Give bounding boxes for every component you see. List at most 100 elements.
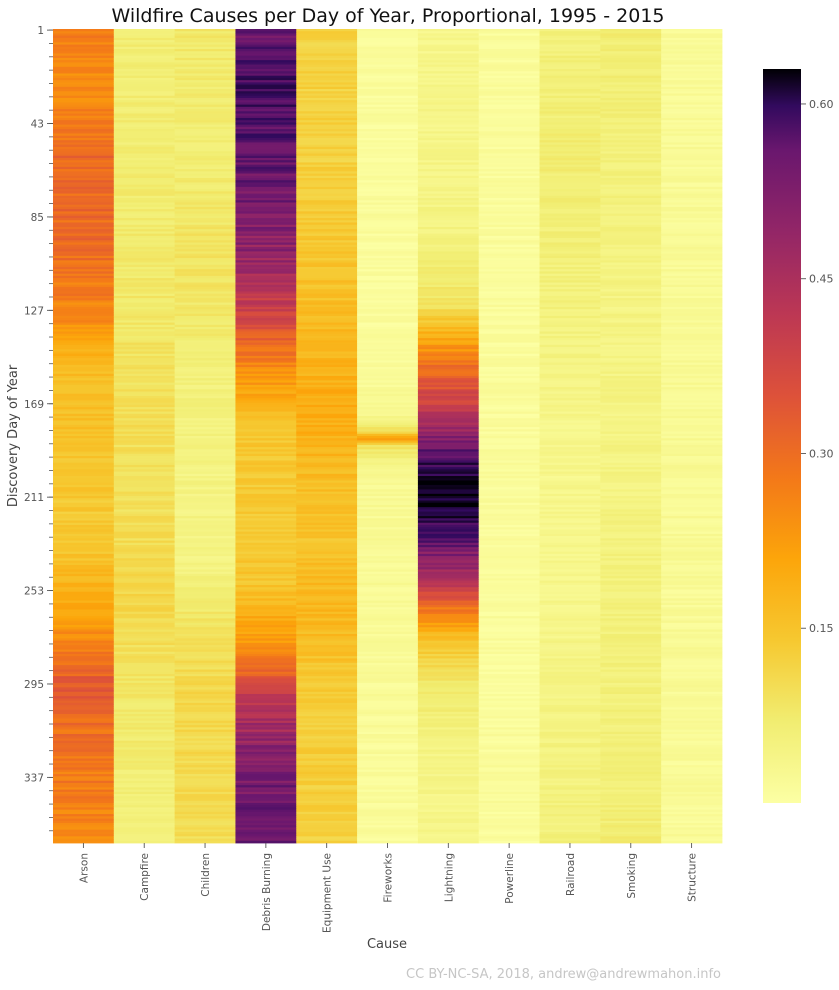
heatmap-cell bbox=[53, 380, 115, 384]
heatmap-cell bbox=[53, 71, 115, 74]
heatmap-cell bbox=[600, 696, 662, 699]
heatmap-cell bbox=[600, 754, 662, 757]
heatmap-cell bbox=[53, 157, 115, 161]
heatmap-cell bbox=[478, 82, 540, 85]
heatmap-cell bbox=[113, 680, 176, 684]
heatmap-cell bbox=[53, 625, 115, 628]
heatmap-cell bbox=[661, 266, 723, 270]
heatmap-cell bbox=[417, 791, 480, 795]
heatmap-cell bbox=[417, 829, 480, 833]
heatmap-cell bbox=[600, 57, 662, 61]
heatmap-cell bbox=[661, 355, 723, 359]
heatmap-cell bbox=[174, 671, 236, 675]
heatmap-cell bbox=[417, 729, 480, 733]
heatmap-cell bbox=[235, 471, 297, 475]
heatmap-cell bbox=[235, 693, 297, 697]
heatmap-cell bbox=[235, 44, 297, 48]
heatmap-cell bbox=[296, 89, 358, 92]
heatmap-cell bbox=[296, 747, 358, 750]
heatmap-cell bbox=[235, 282, 297, 286]
heatmap-cell bbox=[53, 702, 115, 706]
heatmap-cell bbox=[113, 253, 176, 257]
heatmap-cell bbox=[478, 211, 540, 214]
heatmap-cell bbox=[357, 315, 419, 319]
heatmap-cell bbox=[113, 449, 176, 452]
heatmap-cell bbox=[53, 84, 115, 88]
heatmap-cell bbox=[113, 665, 176, 668]
heatmap-cell bbox=[600, 231, 662, 235]
heatmap-cell bbox=[417, 787, 480, 791]
heatmap-cell bbox=[235, 440, 297, 444]
heatmap-cell bbox=[174, 178, 236, 181]
heatmap-cell bbox=[417, 436, 480, 439]
heatmap-cell bbox=[600, 791, 662, 795]
heatmap-cell bbox=[417, 825, 480, 828]
heatmap-cell bbox=[53, 55, 115, 59]
heatmap-cell bbox=[296, 618, 358, 621]
heatmap-cell bbox=[478, 811, 540, 815]
heatmap-cell bbox=[296, 627, 358, 630]
heatmap-cell bbox=[113, 173, 176, 177]
heatmap-cell bbox=[113, 596, 176, 599]
heatmap-cell bbox=[113, 384, 176, 388]
heatmap-cell bbox=[174, 229, 236, 232]
heatmap-cell bbox=[478, 502, 540, 506]
heatmap-cell bbox=[661, 809, 723, 813]
heatmap-cell bbox=[174, 97, 236, 101]
heatmap-cell bbox=[417, 458, 480, 461]
heatmap-cell bbox=[174, 822, 236, 826]
heatmap-cell bbox=[661, 484, 723, 488]
heatmap-cell bbox=[113, 585, 176, 588]
heatmap-cell bbox=[357, 35, 419, 39]
heatmap-cell bbox=[539, 771, 601, 775]
heatmap-cell bbox=[235, 493, 297, 497]
heatmap-cell bbox=[296, 629, 358, 633]
heatmap-cell bbox=[113, 760, 176, 764]
heatmap-cell bbox=[539, 320, 601, 323]
heatmap-cell bbox=[113, 307, 176, 310]
heatmap-cell bbox=[53, 111, 115, 114]
heatmap-cell bbox=[539, 569, 601, 573]
heatmap-cell bbox=[539, 500, 601, 504]
heatmap-cell bbox=[174, 384, 236, 388]
heatmap-cell bbox=[296, 295, 358, 299]
heatmap-cell bbox=[661, 86, 723, 90]
heatmap-cell bbox=[539, 73, 601, 77]
heatmap-cell bbox=[174, 756, 236, 759]
heatmap-cell bbox=[174, 642, 236, 646]
heatmap-cell bbox=[296, 249, 358, 252]
heatmap-cell bbox=[53, 585, 115, 588]
heatmap-cell bbox=[539, 471, 601, 475]
heatmap-cell bbox=[174, 251, 236, 255]
heatmap-cell bbox=[357, 451, 419, 455]
heatmap-cell bbox=[539, 126, 601, 130]
heatmap-cell bbox=[539, 413, 601, 417]
heatmap-cell bbox=[235, 160, 297, 163]
heatmap-cell bbox=[53, 509, 115, 513]
heatmap-cell bbox=[600, 453, 662, 457]
heatmap-cell bbox=[296, 658, 358, 662]
heatmap-cell bbox=[661, 471, 723, 475]
heatmap-cell bbox=[600, 556, 662, 559]
heatmap-cell bbox=[113, 607, 176, 610]
heatmap-cell bbox=[478, 64, 540, 68]
heatmap-cell bbox=[174, 82, 236, 85]
heatmap-cell bbox=[113, 549, 176, 553]
heatmap-cell bbox=[113, 560, 176, 564]
heatmap-cell bbox=[600, 164, 662, 168]
heatmap-cell bbox=[235, 484, 297, 488]
heatmap-cell bbox=[235, 97, 297, 101]
heatmap-cell bbox=[296, 636, 358, 639]
heatmap-cell bbox=[417, 351, 480, 355]
heatmap-cell bbox=[600, 680, 662, 684]
heatmap-cell bbox=[478, 802, 540, 806]
heatmap-cell bbox=[113, 155, 176, 159]
heatmap-cell bbox=[235, 318, 297, 321]
heatmap-cell bbox=[113, 429, 176, 432]
heatmap-cell bbox=[174, 131, 236, 134]
heatmap-cell bbox=[661, 364, 723, 368]
heatmap-cell bbox=[113, 605, 176, 608]
heatmap-cell bbox=[296, 382, 358, 386]
heatmap-cell bbox=[174, 780, 236, 784]
heatmap-cell bbox=[478, 180, 540, 183]
